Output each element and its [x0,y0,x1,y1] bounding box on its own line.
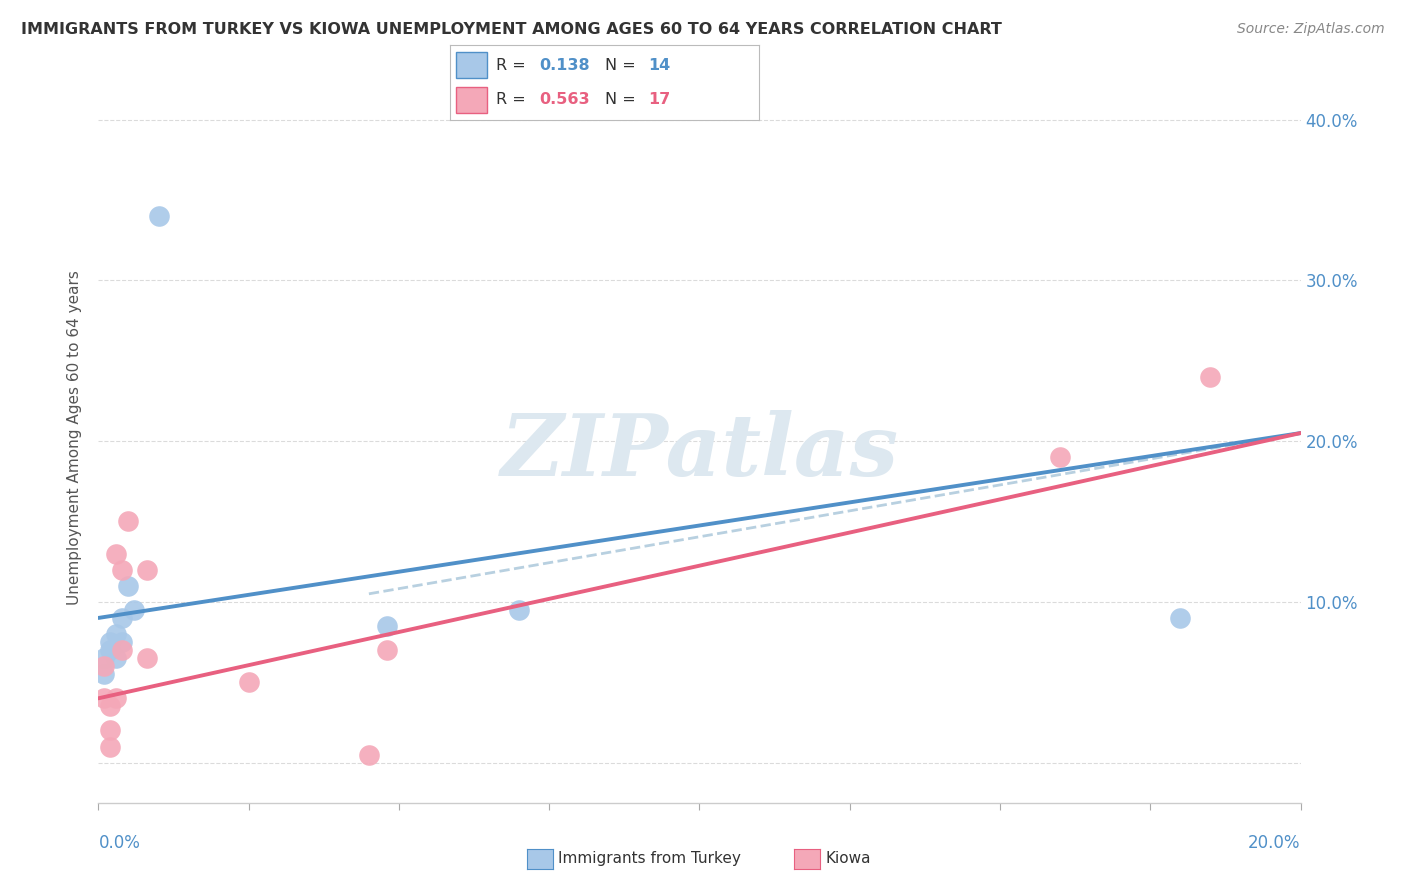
Point [1170,611,1192,625]
Text: Immigrants from Turkey: Immigrants from Turkey [558,852,741,866]
Point [100,643,122,657]
Point [93,651,115,665]
Text: 0.138: 0.138 [540,58,591,72]
Text: 0.563: 0.563 [540,93,591,107]
Point [148,209,170,223]
Point [375,619,398,633]
Point [105,627,128,641]
Point [100,723,122,738]
Text: R =: R = [496,58,531,72]
Point [93,691,115,706]
Point [105,691,128,706]
Text: Kiowa: Kiowa [825,852,870,866]
Text: N =: N = [605,93,641,107]
Text: N =: N = [605,58,641,72]
Text: ZIPatlas: ZIPatlas [501,410,898,493]
Point [1049,450,1071,465]
FancyBboxPatch shape [456,52,486,78]
Point [124,603,146,617]
Text: R =: R = [496,93,531,107]
Text: 17: 17 [648,93,671,107]
Point [238,675,260,690]
Text: 14: 14 [648,58,671,72]
Text: IMMIGRANTS FROM TURKEY VS KIOWA UNEMPLOYMENT AMONG AGES 60 TO 64 YEARS CORRELATI: IMMIGRANTS FROM TURKEY VS KIOWA UNEMPLOY… [21,22,1002,37]
Point [111,563,134,577]
Y-axis label: Unemployment Among Ages 60 to 64 years: Unemployment Among Ages 60 to 64 years [67,269,83,605]
Point [105,651,128,665]
FancyBboxPatch shape [456,87,486,112]
Point [111,635,134,649]
Point [117,515,139,529]
Point [117,579,139,593]
Text: 20.0%: 20.0% [1249,834,1301,852]
Point [375,643,398,657]
Point [105,547,128,561]
Point [111,611,134,625]
Text: 0.0%: 0.0% [98,834,141,852]
Point [357,747,380,762]
Point [1199,369,1222,384]
Point [93,667,115,681]
Point [135,651,157,665]
Point [100,699,122,714]
Point [100,635,122,649]
Point [508,603,530,617]
Point [135,563,157,577]
Point [111,643,134,657]
Text: Source: ZipAtlas.com: Source: ZipAtlas.com [1237,22,1385,37]
Point [100,739,122,754]
Point [93,659,115,673]
